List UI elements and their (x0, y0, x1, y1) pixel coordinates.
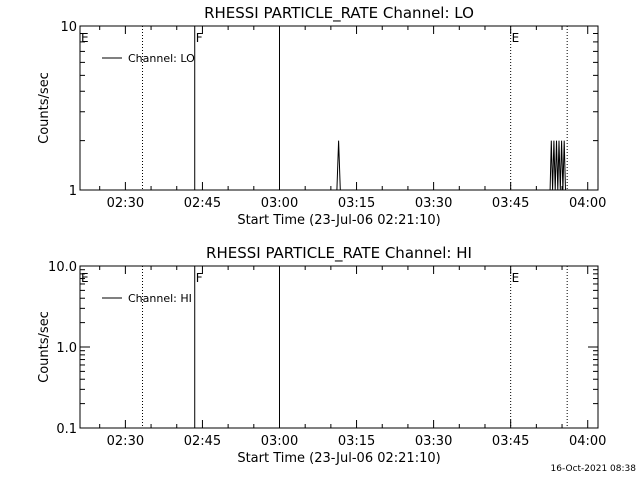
panel1-x-tick-label: 02:45 (184, 196, 221, 211)
panel2-y-tick-label: 0.1 (56, 422, 77, 437)
panel1-series-line (336, 140, 566, 191)
panel1-x-tick-label: 04:00 (569, 196, 606, 211)
panel1-legend-label: Channel: LO (128, 52, 195, 65)
panel2-legend-label: Channel: HI (128, 292, 192, 305)
panel1-marker-label: F (196, 31, 203, 45)
panel2-x-tick-label: 03:00 (261, 434, 298, 449)
panel1-x-tick-label: 03:30 (415, 196, 452, 211)
panel2-x-tick-label: 02:30 (107, 434, 144, 449)
panel2-x-tick-label: 03:30 (415, 434, 452, 449)
panel2-plot-frame (79, 265, 599, 429)
panel2-x-tick-label: 03:15 (338, 434, 375, 449)
footer-timestamp: 16-Oct-2021 08:38 (550, 464, 636, 474)
panel2-x-tick-label: 03:45 (492, 434, 529, 449)
panel1-x-tick-label: 03:00 (261, 196, 298, 211)
panel2-y-axis-label: Counts/sec (37, 311, 52, 383)
panel2-y-tick-label: 10.0 (48, 260, 77, 275)
panel1-x-tick-label: 02:30 (107, 196, 144, 211)
panel1-x-axis-label: Start Time (23-Jul-06 02:21:10) (237, 213, 440, 228)
panel2-x-tick-label: 04:00 (569, 434, 606, 449)
panel1-x-tick-label: 03:45 (492, 196, 529, 211)
panel2-x-axis-label: Start Time (23-Jul-06 02:21:10) (237, 451, 440, 466)
panel1-y-tick-label: 1 (69, 184, 77, 199)
panel2-marker-label: E (81, 271, 89, 285)
panel1-y-tick-label: 10 (60, 20, 77, 35)
panel2-x-tick-label: 02:45 (184, 434, 221, 449)
panel1-plot-frame (79, 25, 599, 191)
panel1-title: RHESSI PARTICLE_RATE Channel: LO (204, 4, 474, 23)
panel1-x-tick-label: 03:15 (338, 196, 375, 211)
panel2-marker-label: E (512, 271, 520, 285)
panel2-marker-label: F (196, 271, 203, 285)
panel1-marker-label: E (81, 31, 89, 45)
panel2-y-tick-label: 1.0 (56, 341, 77, 356)
panel1-y-axis-label: Counts/sec (37, 72, 52, 144)
panel2-title: RHESSI PARTICLE_RATE Channel: HI (206, 244, 472, 263)
panel1-marker-label: E (512, 31, 520, 45)
